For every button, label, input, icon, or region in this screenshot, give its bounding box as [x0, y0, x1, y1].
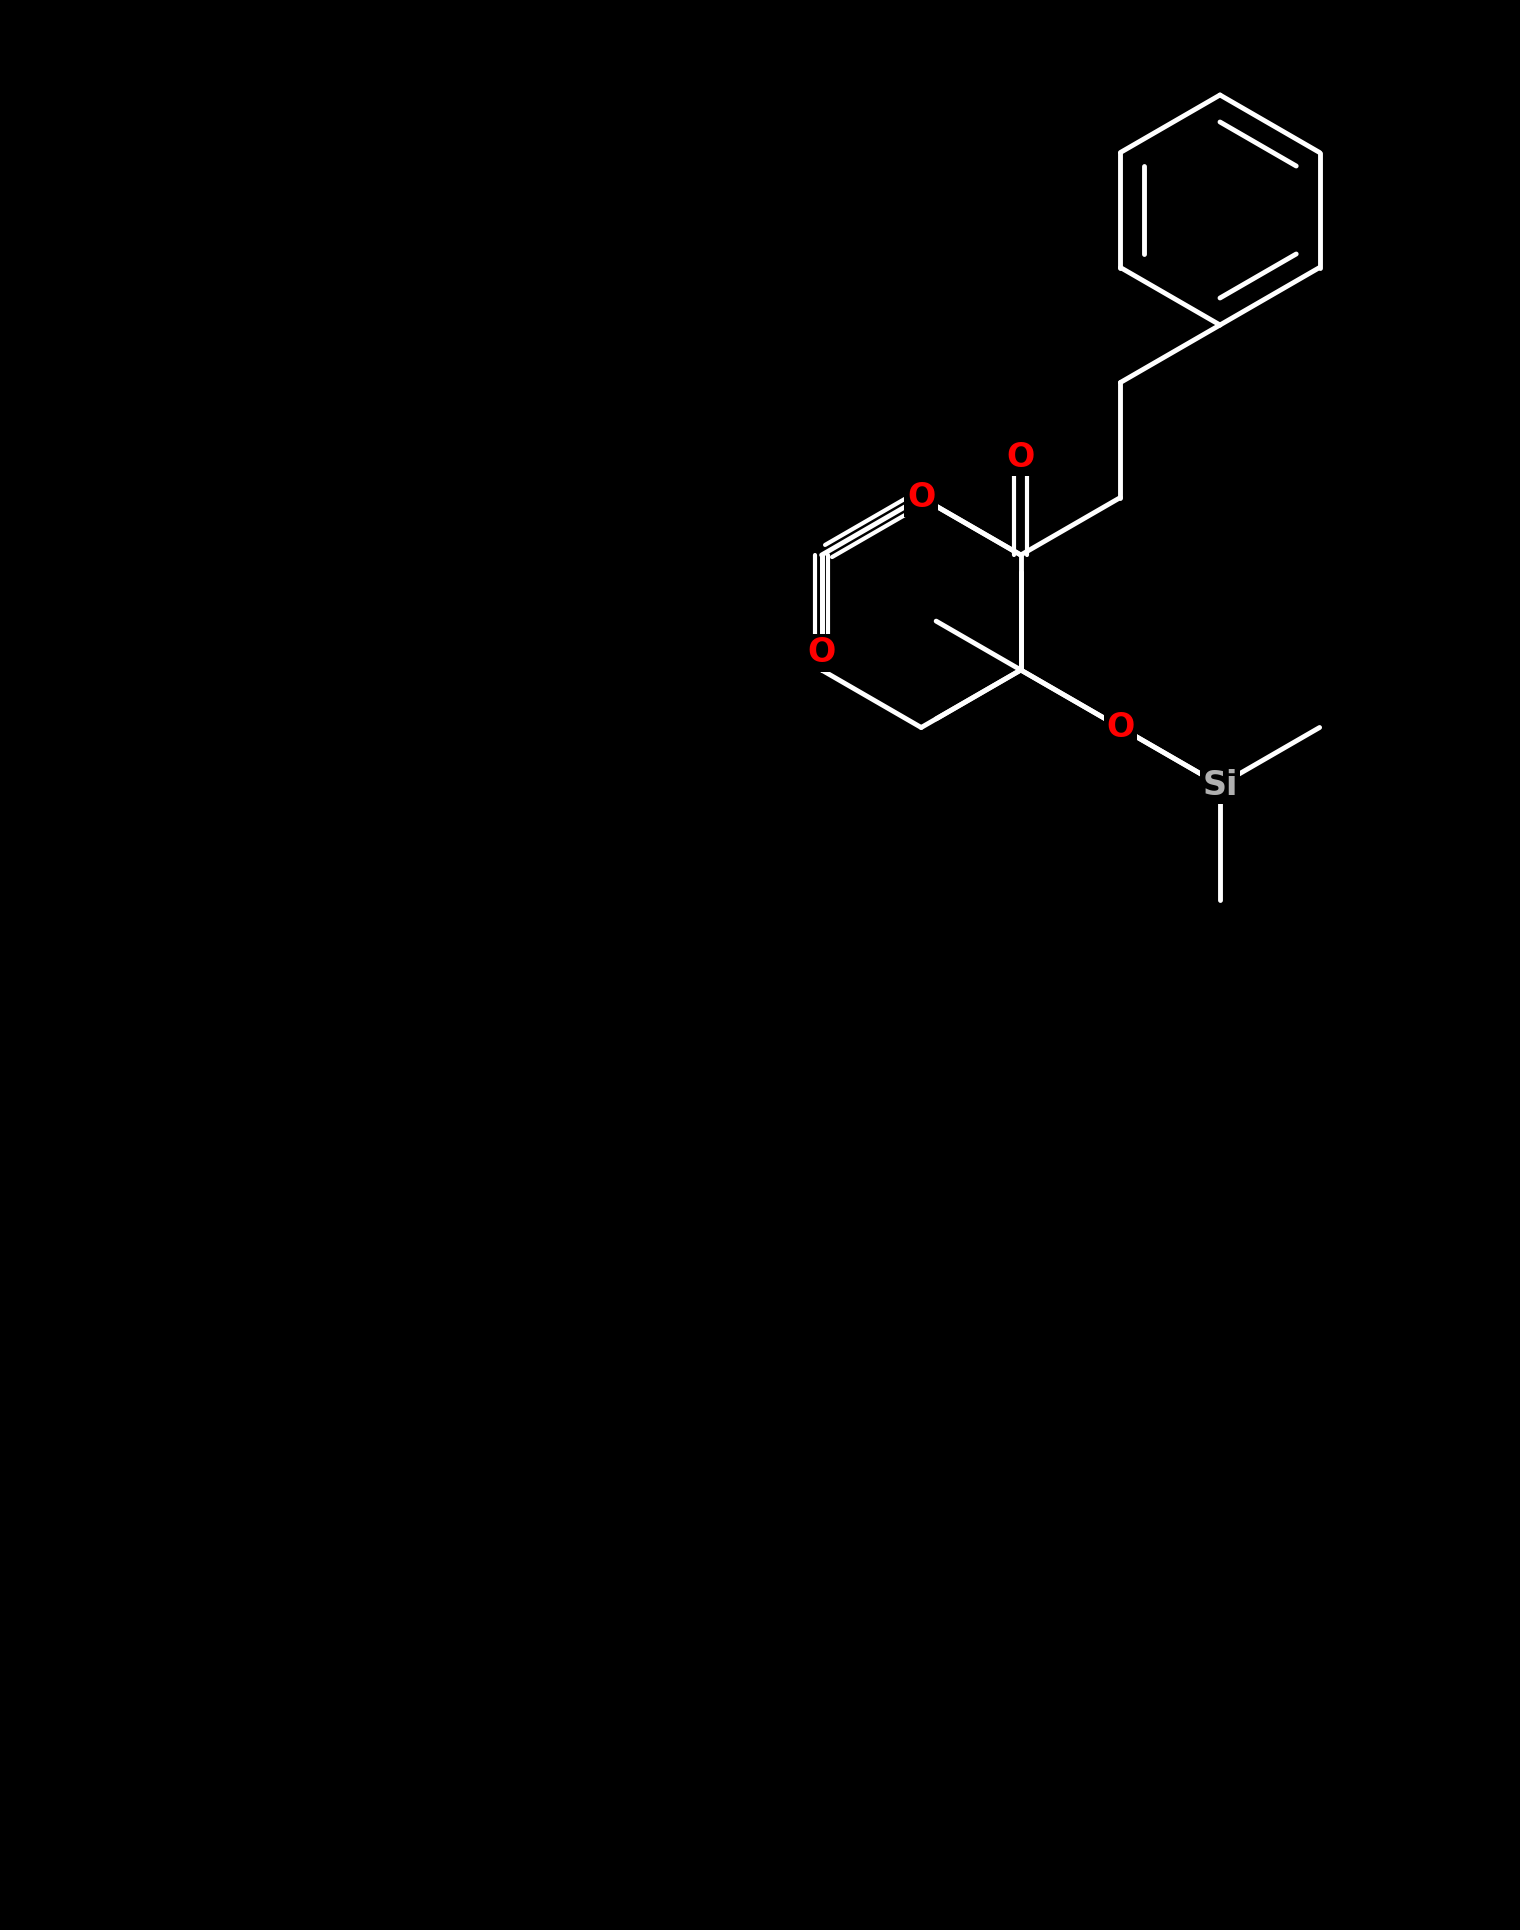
Text: Si: Si — [1202, 768, 1237, 801]
Text: O: O — [1006, 440, 1035, 473]
Text: O: O — [907, 481, 935, 513]
Text: O: O — [807, 637, 836, 670]
Text: O: O — [1107, 710, 1134, 743]
